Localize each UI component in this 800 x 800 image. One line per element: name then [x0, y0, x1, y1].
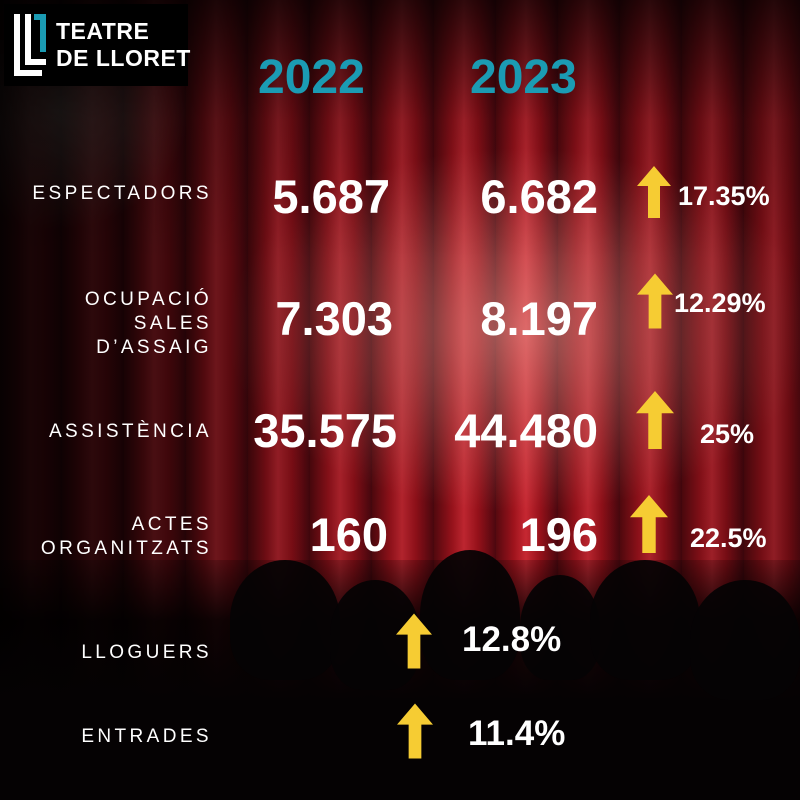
- stat-value-2022: 7.303: [275, 292, 393, 345]
- year-2023-header: 2023: [470, 51, 577, 104]
- stat-change: 12.8%: [462, 620, 562, 659]
- stat-value-2023: 44.480: [454, 404, 598, 457]
- stat-label-entrades: ENTRADES: [81, 726, 212, 747]
- stat-label-actes-organitzats: ACTES ORGANITZATS: [40, 514, 212, 559]
- audience-silhouette: [590, 560, 700, 680]
- stat-label-ocupacio-sales-dassaig: OCUPACIÓ SALES D’ASSAIG: [84, 289, 212, 358]
- stat-value-2023: 6.682: [480, 170, 598, 223]
- arrow-up-icon: [396, 613, 432, 669]
- arrow-up-icon: [637, 273, 673, 329]
- arrow-up-icon: [397, 703, 433, 759]
- logo-text: TEATRE DE LLORET: [56, 18, 191, 72]
- logo-line-1: TEATRE: [56, 18, 150, 44]
- year-2022-header: 2022: [258, 51, 365, 104]
- logo-line-2: DE LLORET: [56, 45, 191, 71]
- audience-silhouette: [330, 580, 420, 690]
- stat-value-2022: 35.575: [253, 404, 397, 457]
- audience-silhouette: [420, 550, 520, 680]
- stat-label-espectadors: ESPECTADORS: [32, 183, 212, 204]
- audience-silhouette: [690, 580, 800, 700]
- stat-change: 17.35%: [678, 181, 770, 211]
- arrow-up-icon: [637, 166, 671, 218]
- logo: TEATRE DE LLORET: [4, 4, 191, 86]
- stat-label-assistencia: ASSISTÈNCIA: [48, 421, 212, 442]
- stat-value-2023: 196: [519, 508, 598, 561]
- stat-value-2022: 160: [309, 508, 388, 561]
- arrow-up-icon: [636, 390, 674, 450]
- stat-change: 12.29%: [674, 288, 766, 318]
- ll-logo-mark: [14, 14, 46, 76]
- stat-change: 11.4%: [468, 714, 566, 753]
- stat-value-2023: 8.197: [480, 292, 598, 345]
- audience-silhouette: [520, 575, 600, 680]
- stat-label-lloguers: LLOGUERS: [81, 642, 212, 663]
- stat-change: 25%: [700, 419, 755, 449]
- stat-value-2022: 5.687: [272, 170, 390, 223]
- audience-silhouette: [230, 560, 340, 680]
- arrow-up-icon: [630, 494, 668, 554]
- stat-change: 22.5%: [690, 523, 767, 553]
